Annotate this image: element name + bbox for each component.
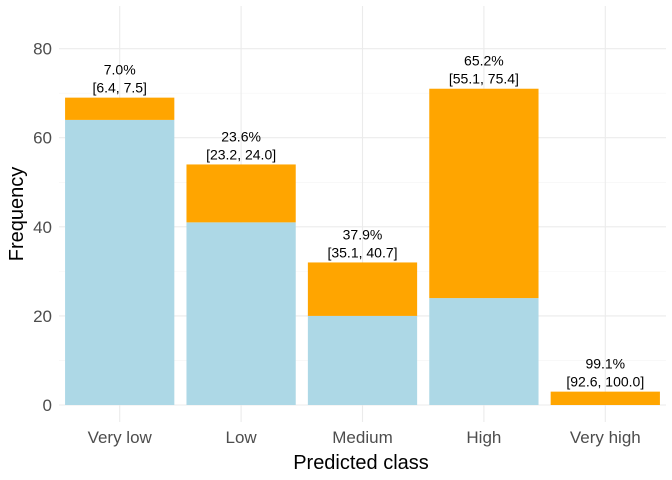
bar-labels: 7.0% [6.4, 7.5] 23.6% [23.2, 24.0] 37.9% [35.…	[92, 53, 644, 390]
y-tick-label: 60	[33, 129, 52, 148]
bar-label-percent: 7.0%	[104, 62, 136, 78]
bar-label-percent: 99.1%	[585, 356, 625, 372]
x-tick-label: Low	[226, 428, 258, 447]
bar-label-percent: 37.9%	[343, 226, 383, 242]
bar-label-interval: [55.1, 75.4]	[449, 71, 519, 87]
y-tick-label: 20	[33, 307, 52, 326]
x-tick-label: Very low	[88, 428, 153, 447]
y-axis-ticks: 0 20 40 60 80	[33, 40, 52, 415]
bar-label-interval: [35.1, 40.7]	[327, 244, 397, 260]
bar-segment-1	[186, 222, 296, 405]
bar-label-interval: [23.2, 24.0]	[206, 146, 276, 162]
bar-label-percent: 65.2%	[464, 53, 504, 69]
y-axis-title: Frequency	[6, 167, 28, 262]
bar-segment-1	[429, 298, 539, 405]
y-tick-label: 0	[43, 396, 52, 415]
x-tick-label: High	[466, 428, 501, 447]
bar-label-percent: 23.6%	[221, 128, 261, 144]
x-tick-label: Medium	[332, 428, 392, 447]
bar-segment-2	[429, 88, 539, 299]
bar-segment-2	[65, 97, 175, 120]
bar-segment-2	[550, 391, 660, 405]
y-tick-label: 40	[33, 218, 52, 237]
y-tick-label: 80	[33, 40, 52, 59]
bar-segment-2	[307, 262, 418, 316]
x-tick-label: Very high	[570, 428, 641, 447]
x-axis-ticks: Very low Low Medium High Very high	[88, 428, 641, 447]
bar-segment-2	[186, 164, 296, 223]
bar-segment-1	[65, 119, 175, 406]
bars	[65, 88, 660, 406]
x-axis-title: Predicted class	[293, 452, 429, 474]
bar-label-interval: [92.6, 100.0]	[566, 374, 644, 390]
bar-label-interval: [6.4, 7.5]	[92, 80, 146, 96]
bar-segment-1	[307, 315, 418, 405]
